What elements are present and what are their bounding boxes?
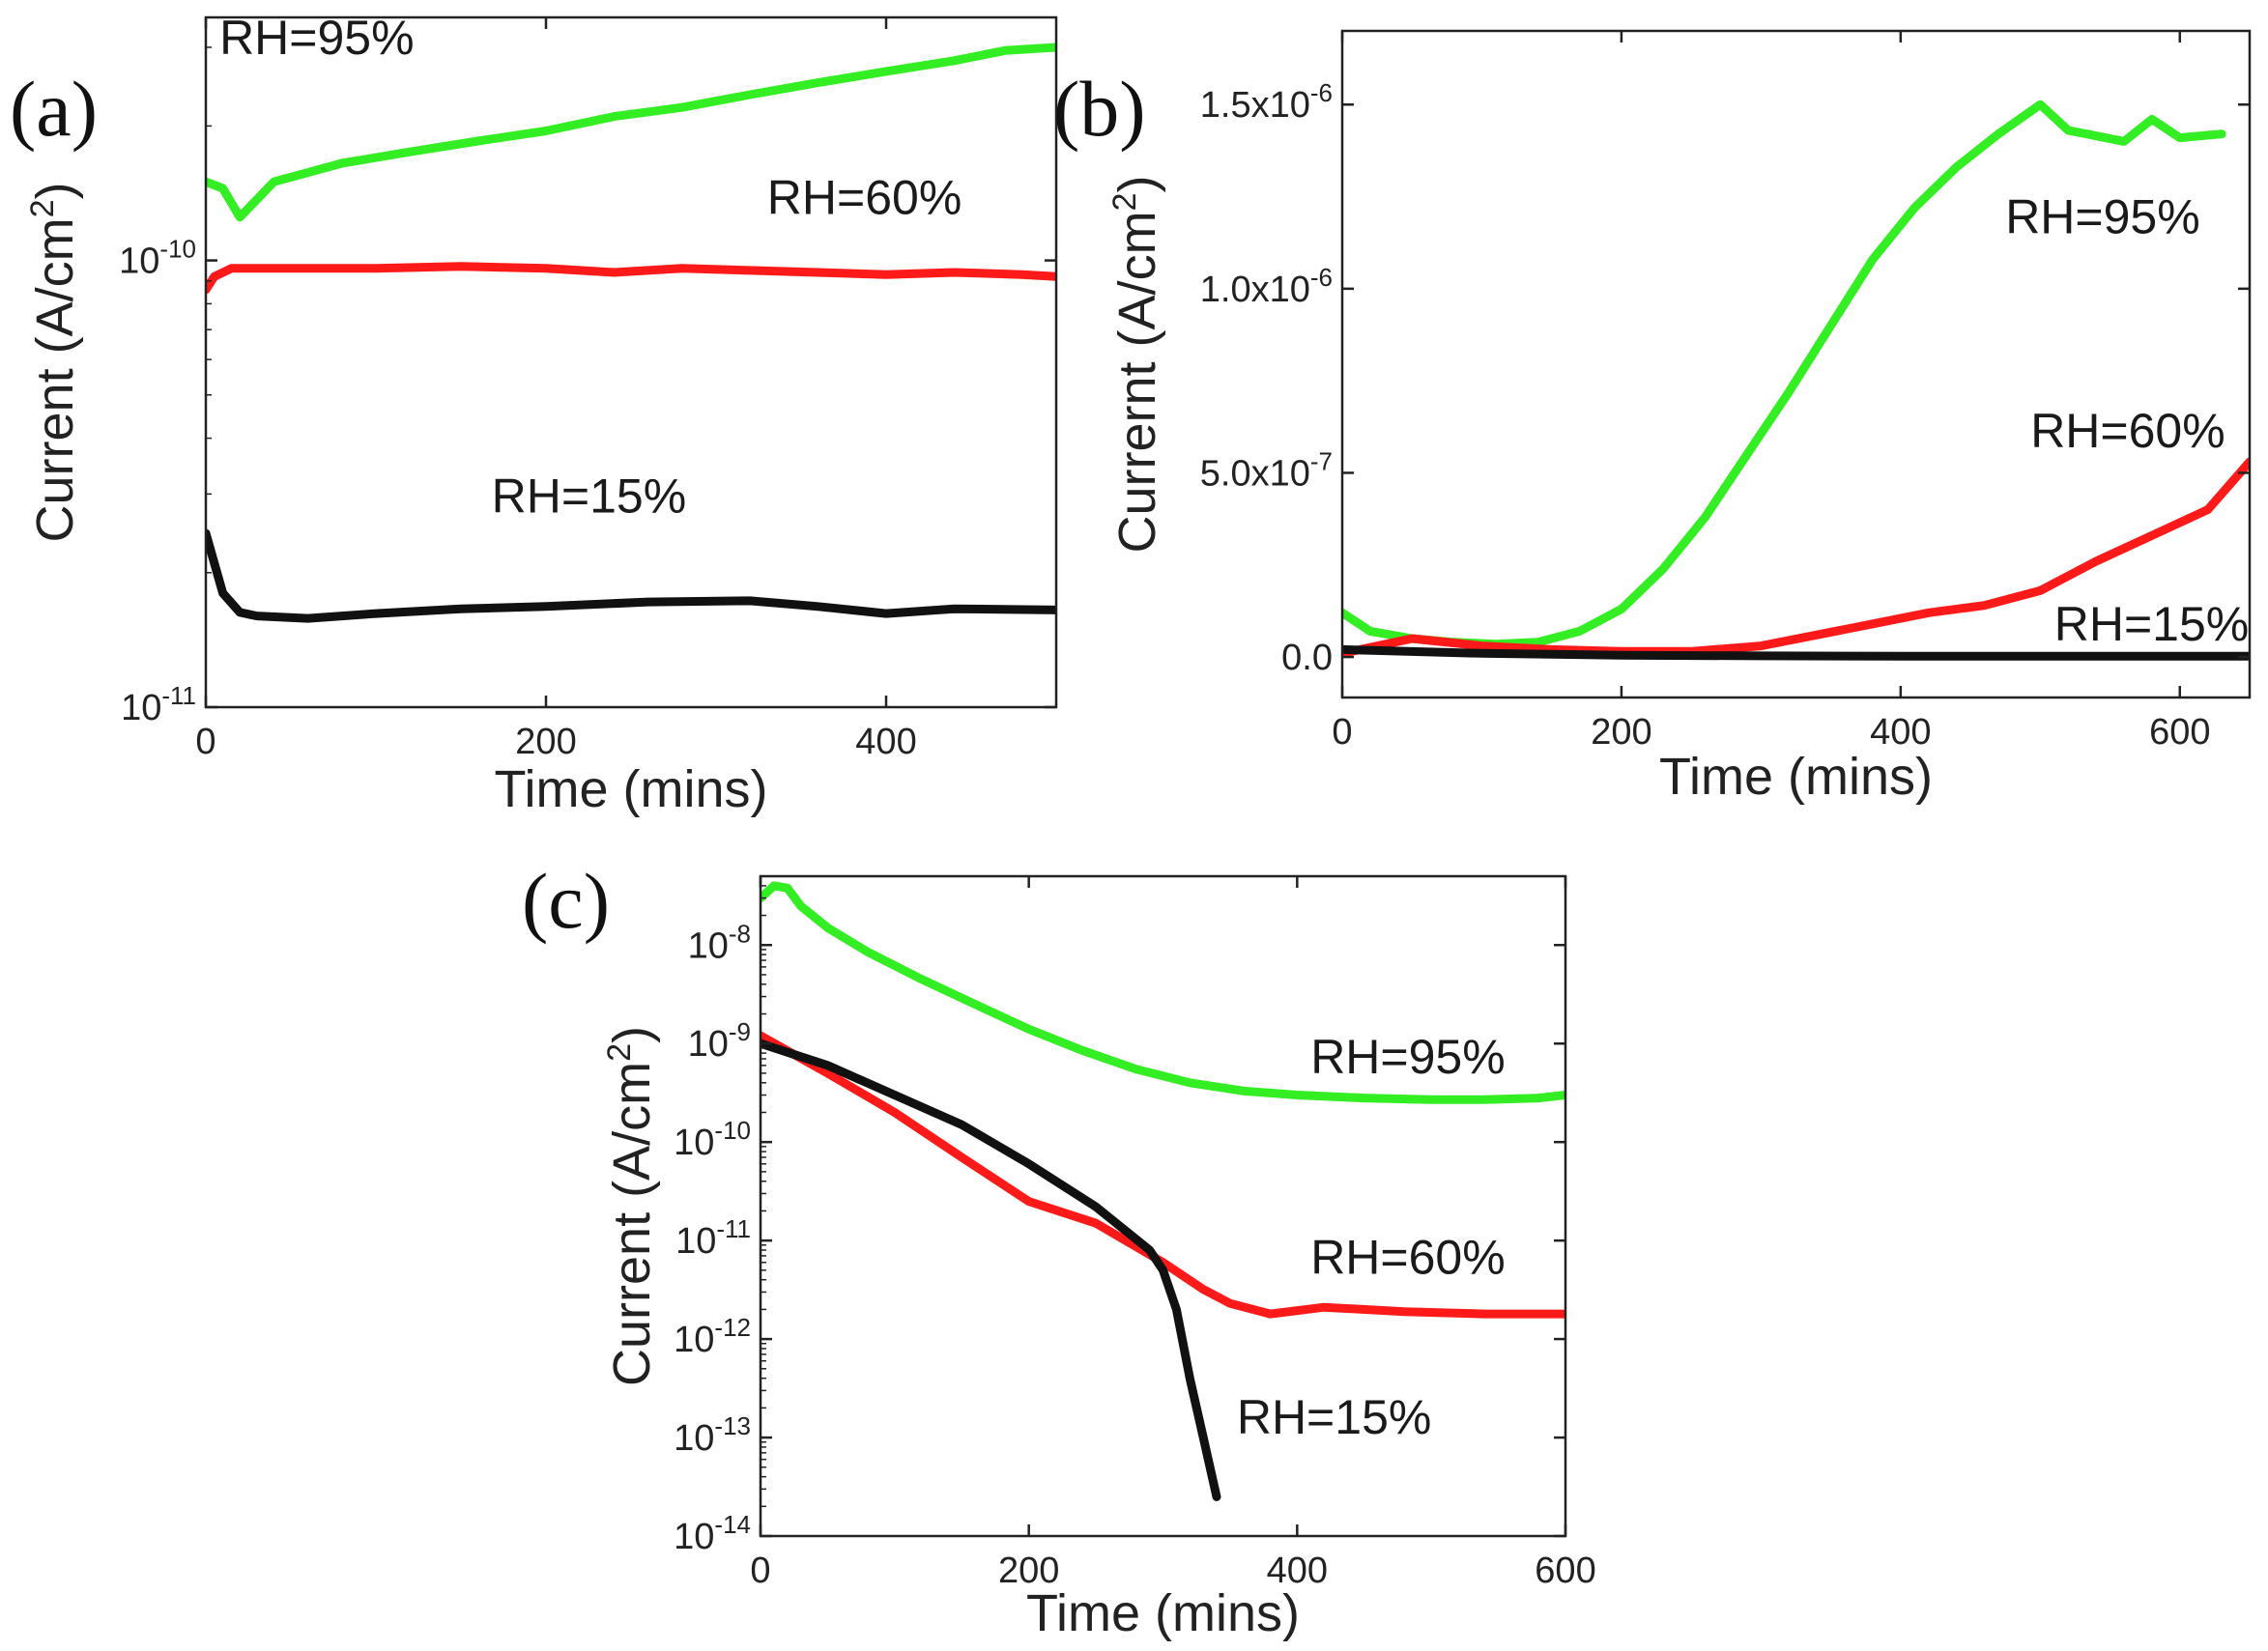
x-tick-label: 600 xyxy=(1535,1551,1595,1591)
series-line-rh-60- xyxy=(761,1031,1565,1319)
y-tick-label: 1.0x10-6 xyxy=(1200,263,1333,310)
panel-label: (c) xyxy=(522,857,610,945)
y-tick-label: 10-10 xyxy=(674,1116,751,1163)
series-line-rh-95- xyxy=(206,43,1056,222)
x-tick-label: 200 xyxy=(515,722,576,762)
x-tick-label: 400 xyxy=(855,722,916,762)
series-line-rh-60- xyxy=(206,262,1056,295)
x-tick-label: 200 xyxy=(1591,712,1651,753)
series-annotation: RH=95% xyxy=(1310,1030,1506,1084)
x-tick-label: 0 xyxy=(1332,712,1352,753)
x-tick-label: 200 xyxy=(998,1551,1059,1591)
x-tick-label: 400 xyxy=(1267,1551,1328,1591)
series-line-rh-15- xyxy=(1342,644,2250,661)
series-annotation: RH=95% xyxy=(219,11,415,65)
x-tick-label: 0 xyxy=(750,1551,770,1591)
series-annotation: RH=15% xyxy=(492,469,687,523)
y-tick-label: 1.5x10-6 xyxy=(1200,78,1333,126)
x-axis-label: Time (mins) xyxy=(495,760,768,818)
x-tick-label: 400 xyxy=(1870,712,1931,753)
y-axis-label: Currernt (A/cm2) xyxy=(1106,176,1166,554)
y-axis-label: Current (A/cm2) xyxy=(24,183,84,543)
plot-frame xyxy=(759,874,1567,1538)
y-tick-label: 10-11 xyxy=(675,1214,751,1262)
series-line-rh-15- xyxy=(206,528,1056,623)
series-line-rh-95- xyxy=(761,881,1565,1104)
y-tick-label: 10-11 xyxy=(121,681,196,728)
y-tick-label: 10-8 xyxy=(688,919,751,966)
y-tick-label: 10-12 xyxy=(674,1313,751,1360)
series-annotation: RH=15% xyxy=(2054,597,2250,651)
y-tick-label: 10-9 xyxy=(688,1017,751,1065)
series-line-rh-15- xyxy=(761,1039,1221,1501)
series-line-rh-60- xyxy=(1342,457,2250,658)
series-annotation: RH=95% xyxy=(2005,190,2200,244)
panel-c-chart: 0 200 400 600 10-14 10-13 10-12 10-11 10-10 10-9 1… xyxy=(522,857,1596,1642)
x-tick-label: 0 xyxy=(195,722,215,762)
y-axis-label: Current (A/cm2) xyxy=(601,1026,661,1386)
panel-a-chart: 0 200 400 10-11 10-10 Time (mins) Current (A/c… xyxy=(10,11,1058,818)
y-tick-label: 0.0 xyxy=(1281,638,1333,678)
y-tick-label: 10-13 xyxy=(674,1411,751,1459)
panel-b-chart: 0 200 400 600 0.0 5.0x10-7 1.0x10-6 1.5x10-6 Tim… xyxy=(1053,29,2252,806)
series-annotation: RH=15% xyxy=(1237,1390,1432,1444)
y-tick-label: 10-14 xyxy=(674,1510,751,1557)
x-axis-label: Time (mins) xyxy=(1659,748,1933,806)
y-tick-label: 5.0x10-7 xyxy=(1200,446,1333,494)
y-tick-label: 10-10 xyxy=(119,235,196,282)
series-annotation: RH=60% xyxy=(1310,1231,1506,1285)
panel-label: (b) xyxy=(1053,65,1146,153)
plot-frame xyxy=(204,15,1058,709)
x-axis-label: Time (mins) xyxy=(1026,1584,1300,1642)
series-annotation: RH=60% xyxy=(767,171,962,225)
x-tick-label: 600 xyxy=(2149,712,2210,753)
plot-frame xyxy=(1340,29,2252,699)
panel-label: (a) xyxy=(10,65,98,153)
series-annotation: RH=60% xyxy=(2030,404,2225,458)
